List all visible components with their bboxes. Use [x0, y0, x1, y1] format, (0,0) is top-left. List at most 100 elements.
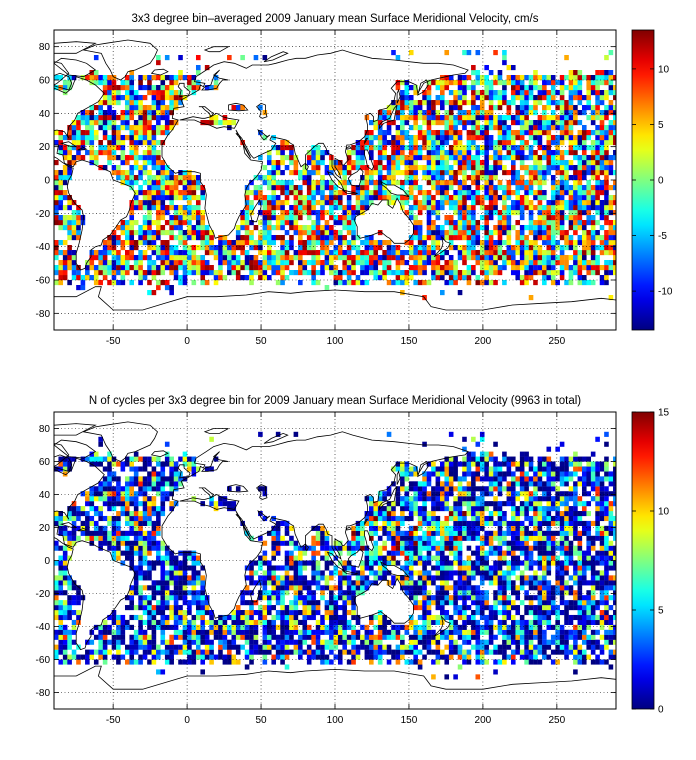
bin-cell — [577, 649, 583, 655]
bin-cell — [235, 255, 241, 261]
bin-cell — [156, 215, 161, 221]
bin-cell — [426, 180, 432, 186]
bin-cell — [404, 585, 410, 591]
bin-cell — [608, 160, 614, 166]
bin-cell — [173, 220, 179, 226]
bin-cell — [169, 230, 174, 236]
bin-cell — [191, 80, 197, 86]
bin-cell — [195, 230, 201, 236]
bin-cell — [542, 255, 547, 261]
bin-cell — [120, 160, 126, 166]
bin-cell — [373, 624, 379, 630]
bin-cell — [369, 150, 374, 156]
bin-cell — [120, 95, 126, 101]
bin-cell — [306, 180, 312, 186]
bin-cell — [280, 265, 285, 271]
bin-cell — [258, 644, 263, 650]
bin-cell — [559, 585, 565, 591]
bin-cell — [386, 125, 392, 131]
bin-cell — [613, 634, 616, 640]
bin-cell — [164, 170, 170, 176]
bin-cell — [586, 270, 592, 276]
bin-cell — [311, 235, 316, 241]
bin-cell — [426, 110, 432, 116]
bin-cell — [178, 585, 183, 591]
bin-cell — [599, 610, 605, 616]
bin-cell — [599, 245, 605, 251]
bin-cell — [231, 624, 237, 630]
bin-cell — [102, 639, 108, 645]
bin-cell — [466, 590, 472, 596]
bin-cell — [413, 195, 418, 201]
bin-cell — [369, 170, 374, 176]
bin-cell — [222, 659, 228, 665]
bin-cell — [408, 95, 414, 101]
bin-cell — [258, 595, 263, 601]
coastline-baltic — [200, 69, 229, 91]
bin-cell — [448, 100, 454, 106]
bin-cell — [284, 210, 290, 216]
bin-cell — [559, 130, 565, 136]
bin-cell — [85, 130, 90, 136]
bin-cell — [577, 659, 583, 665]
bin-cell — [462, 200, 467, 206]
bin-cell — [133, 585, 139, 591]
bin-cell — [408, 659, 414, 665]
bin-cell — [329, 629, 334, 635]
bin-cell — [298, 619, 303, 625]
bin-cell — [590, 105, 596, 111]
bin-cell — [550, 150, 556, 156]
bin-cell — [497, 165, 503, 171]
bin-cell — [391, 245, 396, 251]
bin-cell — [351, 644, 356, 650]
bin-cell — [533, 155, 538, 161]
bin-cell — [111, 90, 117, 96]
bin-cell — [169, 215, 174, 221]
bin-cell — [266, 195, 272, 201]
bin-cell — [519, 100, 525, 106]
bin-cell — [85, 120, 90, 126]
bin-cell — [298, 190, 303, 196]
bin-cell — [417, 105, 423, 111]
bin-cell — [493, 265, 498, 271]
bin-cell — [577, 85, 583, 91]
bin-cell — [160, 634, 166, 640]
bin-cell — [191, 230, 197, 236]
bin-cell — [195, 270, 201, 276]
bin-cell — [89, 639, 95, 645]
bin-cell — [187, 200, 192, 206]
bin-cell — [426, 210, 432, 216]
bin-cell — [559, 80, 565, 86]
bin-cell — [479, 629, 485, 635]
bin-cell — [466, 639, 472, 645]
bin-cell — [178, 55, 183, 61]
bin-cell — [555, 245, 560, 251]
bin-cell — [360, 160, 365, 166]
bin-cell — [195, 634, 201, 640]
bin-cell — [559, 110, 565, 116]
bin-cell — [364, 140, 370, 146]
bin-cell — [573, 180, 578, 186]
bin-cell — [519, 175, 525, 181]
bin-cell — [502, 125, 507, 131]
bin-cell — [564, 200, 569, 206]
bin-cell — [85, 135, 90, 141]
bin-cell — [302, 265, 308, 271]
bin-cell — [169, 614, 174, 621]
bin-cell — [466, 255, 472, 261]
bin-cell — [599, 215, 605, 221]
bin-cell — [293, 185, 299, 191]
bin-cell — [147, 260, 152, 266]
bin-cell — [608, 250, 614, 256]
bin-cell — [386, 255, 392, 261]
bin-cell — [67, 605, 72, 611]
bin-cell — [111, 240, 117, 246]
bin-cell — [71, 610, 77, 616]
bin-cell — [599, 649, 605, 655]
bin-cell — [209, 265, 214, 271]
bin-cell — [133, 580, 139, 586]
bin-cell — [191, 185, 197, 191]
bin-cell — [404, 180, 410, 186]
bin-cell — [608, 634, 614, 640]
bin-cell — [431, 120, 436, 126]
